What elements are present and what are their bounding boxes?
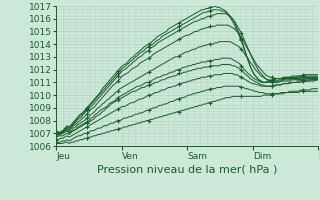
X-axis label: Pression niveau de la mer( hPa ): Pression niveau de la mer( hPa )	[97, 165, 277, 175]
